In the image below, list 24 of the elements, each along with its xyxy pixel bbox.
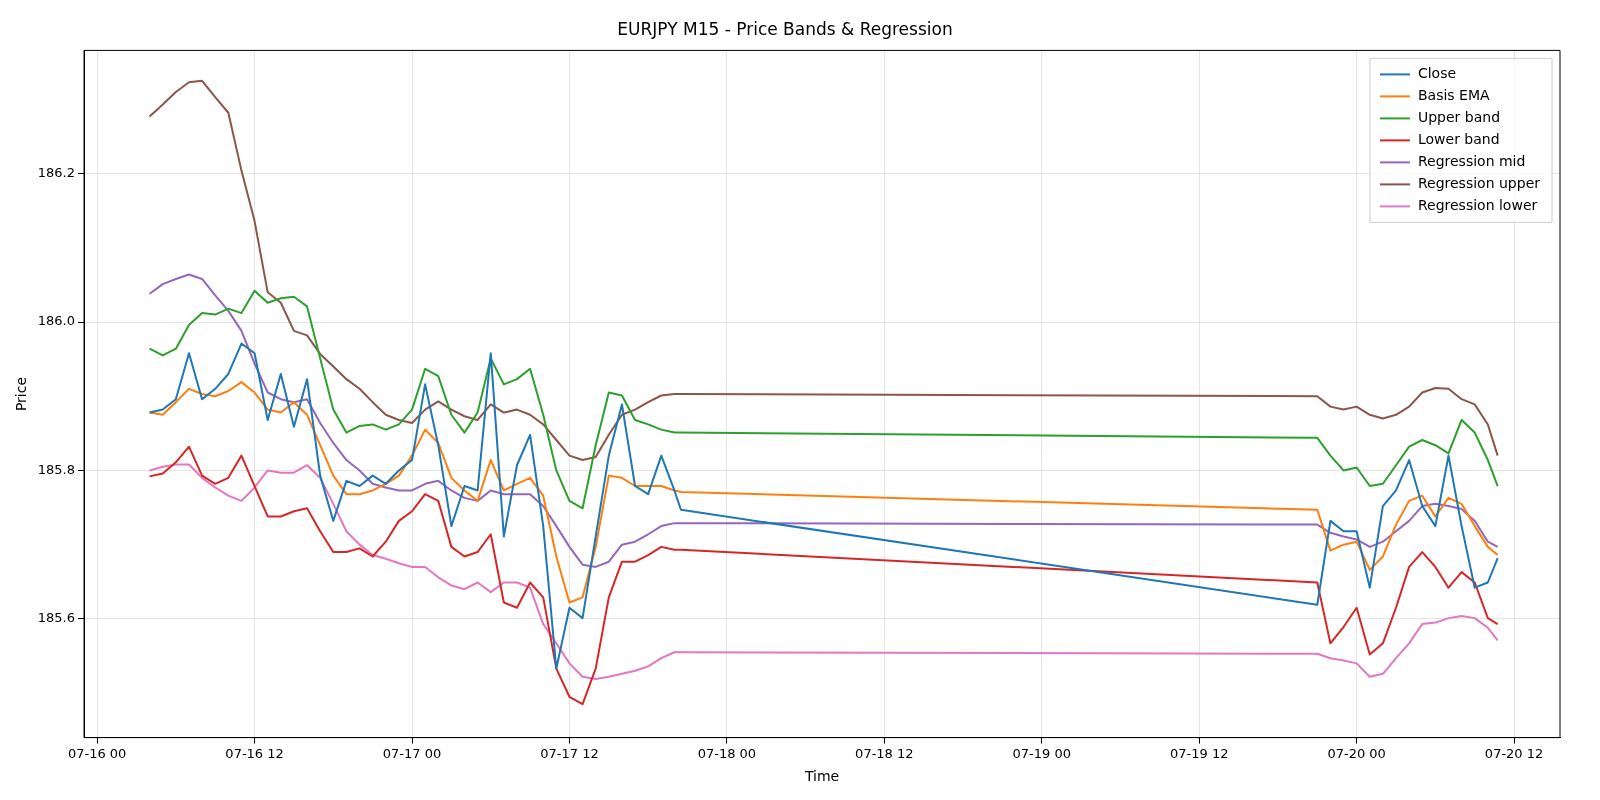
x-tick-label: 07-19 00 <box>1012 745 1071 761</box>
y-tick-label: 186.2 <box>37 164 76 180</box>
legend-label: Regression lower <box>1417 197 1538 214</box>
x-tick-label: 07-18 12 <box>855 745 914 761</box>
x-axis-title: Time <box>803 768 840 785</box>
y-tick-label: 186.0 <box>37 313 76 329</box>
x-tick-label: 07-20 00 <box>1327 745 1386 761</box>
x-tick-label: 07-17 00 <box>382 745 442 761</box>
legend-label: Upper band <box>1417 109 1501 126</box>
y-axis-title: Price <box>13 376 30 412</box>
legend-label: Basis EMA <box>1417 87 1490 104</box>
legend-label: Regression upper <box>1417 175 1541 192</box>
chart-title: EURJPY M15 - Price Bands & Regression <box>617 18 953 39</box>
x-tick-label: 07-17 12 <box>540 745 599 761</box>
x-tick-label: 07-16 00 <box>67 745 127 761</box>
x-tick-label: 07-19 12 <box>1169 745 1229 761</box>
x-tick-label: 07-18 00 <box>697 745 757 761</box>
y-tick-label: 185.8 <box>37 461 76 477</box>
legend-label: Regression mid <box>1417 153 1526 170</box>
legend-label: Lower band <box>1417 131 1500 148</box>
x-tick-label: 07-16 12 <box>225 745 284 761</box>
y-tick-label: 185.6 <box>37 610 76 626</box>
x-tick-label: 07-20 12 <box>1484 745 1544 761</box>
legend-label: Close <box>1417 65 1457 82</box>
